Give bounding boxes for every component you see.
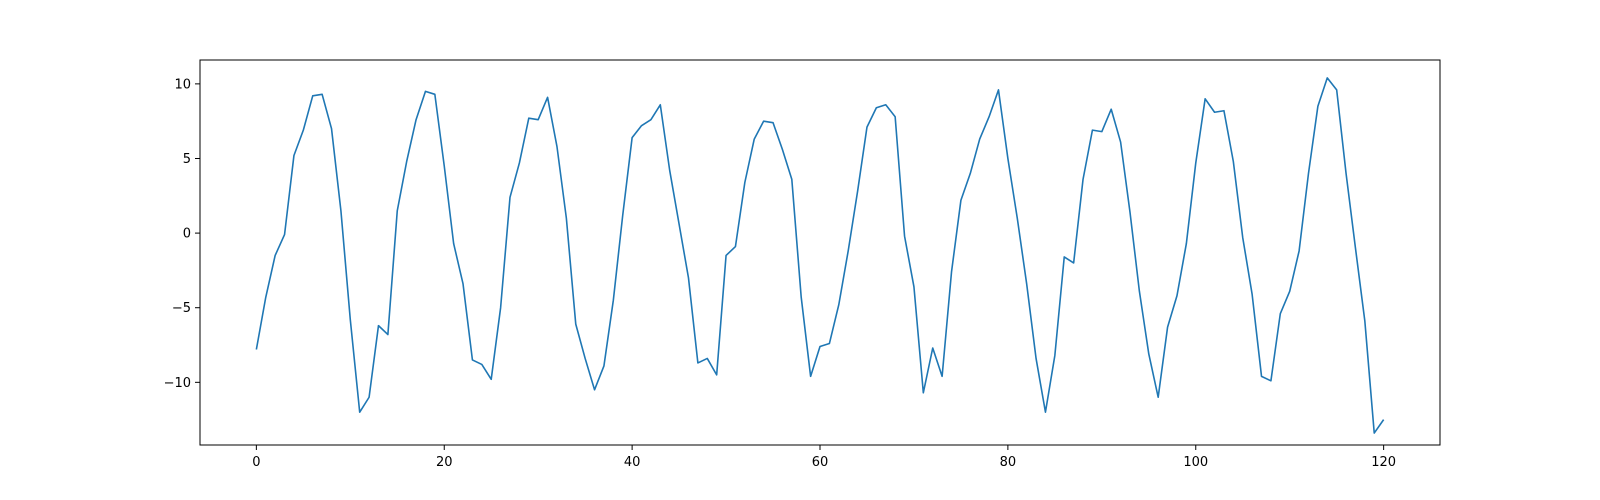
y-tick-label: 5 (183, 152, 191, 167)
x-tick-label: 120 (1371, 455, 1396, 470)
x-tick-label: 40 (624, 455, 641, 470)
y-tick-label: −5 (172, 301, 191, 316)
y-tick-label: 10 (174, 77, 191, 92)
x-tick-label: 80 (1000, 455, 1017, 470)
x-tick-label: 20 (436, 455, 453, 470)
x-tick-label: 60 (812, 455, 829, 470)
series-layer (255, 77, 1385, 434)
y-tick-label: 0 (183, 227, 191, 242)
plot-area-frame (199, 59, 1441, 446)
x-axis: 0 20 40 60 80 100 120 (252, 445, 1396, 470)
x-tick-label: 0 (252, 455, 260, 470)
x-tick-label: 100 (1183, 455, 1208, 470)
y-tick-label: −10 (164, 376, 191, 391)
y-axis: −10 −5 0 5 10 (164, 77, 200, 391)
series-line (255, 77, 1385, 434)
